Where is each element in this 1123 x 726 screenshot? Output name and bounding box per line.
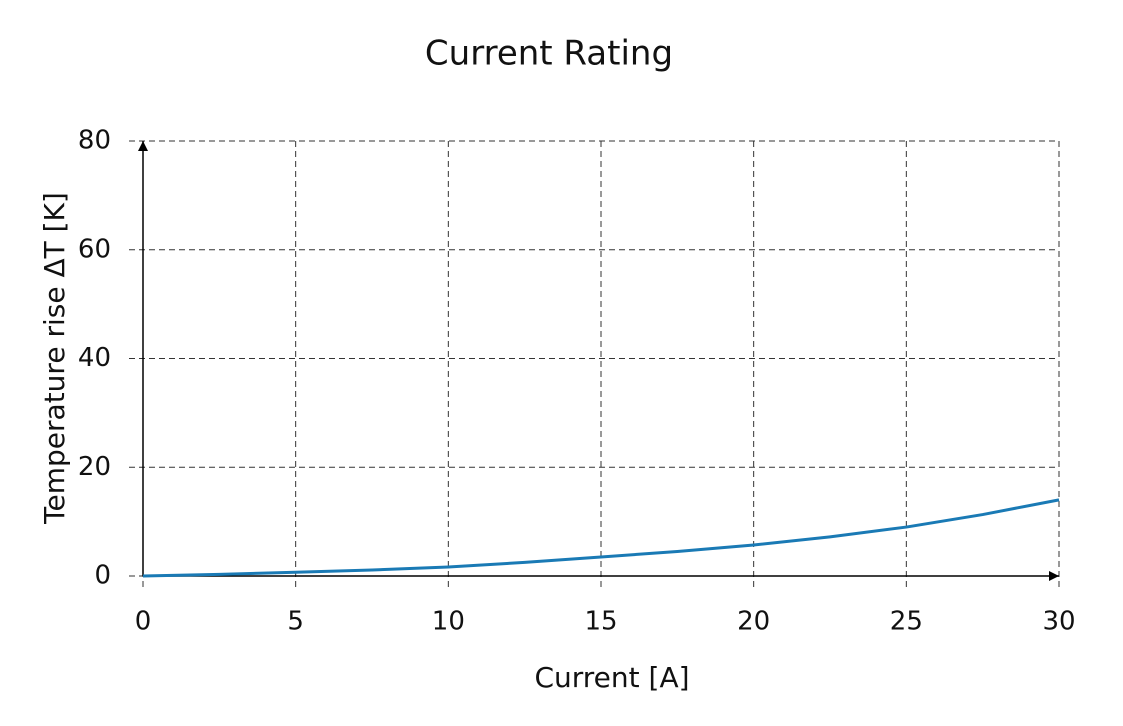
y-axis-label: Temperature rise ΔT [K] (38, 192, 71, 525)
y-tick-label: 0 (94, 561, 111, 591)
x-axis-label: Current [A] (534, 661, 689, 694)
data-line (142, 498, 1060, 578)
y-tick-label: 80 (78, 126, 111, 156)
y-tick-label: 60 (78, 234, 111, 264)
x-tick-label: 20 (737, 607, 770, 637)
x-tick-label: 10 (432, 607, 465, 637)
y-tick-label: 40 (78, 343, 111, 373)
x-tick-label: 30 (1042, 607, 1075, 637)
x-tick-label: 0 (135, 607, 152, 637)
x-tick-label: 25 (890, 607, 923, 637)
x-tick-label: 15 (584, 607, 617, 637)
x-tick-label: 5 (287, 607, 304, 637)
y-tick-label: 20 (78, 452, 111, 482)
chart-title: Current Rating (425, 34, 673, 74)
